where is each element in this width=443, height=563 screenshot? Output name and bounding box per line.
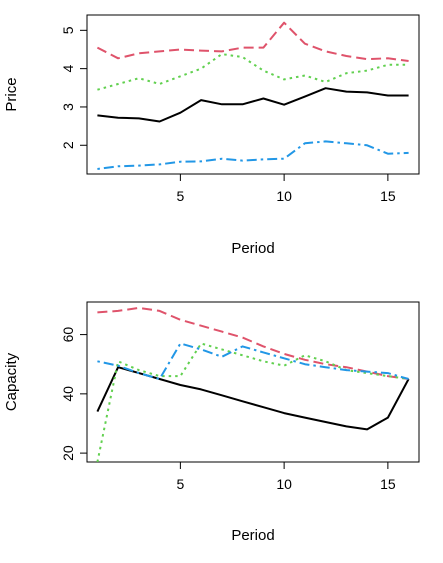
- price-x-tick-label: 15: [380, 188, 396, 204]
- capacity-series-4-line: [97, 342, 409, 380]
- capacity-plot-frame: [86, 301, 420, 463]
- capacity-series-1-line: [96, 366, 410, 431]
- price-y-tick-label: 4: [60, 65, 76, 73]
- price-panel: 5 10 15 2 3 4 5 Period Price: [3, 14, 420, 257]
- price-y-axis-title: Price: [3, 77, 20, 111]
- capacity-x-tick-label: 10: [276, 476, 292, 492]
- capacity-x-axis-title: Period: [231, 527, 274, 544]
- capacity-series-3-line: [96, 342, 409, 462]
- price-y-tick-label: 3: [60, 103, 76, 111]
- price-series-1-line: [97, 87, 409, 123]
- price-x-axis-title: Period: [231, 240, 274, 257]
- capacity-x-tick-label: 5: [176, 476, 184, 492]
- price-x-tick-label: 10: [276, 188, 292, 204]
- price-series-4-line: [97, 140, 409, 170]
- capacity-y-tick-label: 60: [60, 327, 76, 343]
- capacity-panel: 5 10 15 20 40 60 Period Capacity: [3, 301, 420, 544]
- price-y-tick-label: 2: [60, 141, 76, 149]
- price-plot-frame: [86, 14, 420, 175]
- price-y-tick-label: 5: [60, 26, 76, 34]
- price-series-2-line: [96, 21, 409, 62]
- price-x-tick-label: 5: [176, 188, 184, 204]
- capacity-x-tick-label: 15: [380, 476, 396, 492]
- capacity-series-2-line: [97, 306, 409, 380]
- price-series-3-line: [97, 53, 409, 91]
- capacity-y-axis-title: Capacity: [3, 352, 20, 411]
- capacity-y-tick-label: 20: [60, 445, 76, 461]
- capacity-y-tick-label: 40: [60, 386, 76, 402]
